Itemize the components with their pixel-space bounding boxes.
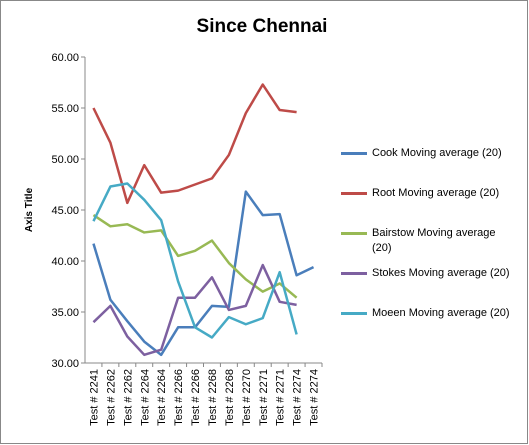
series-line bbox=[92, 182, 298, 339]
series-line bbox=[92, 190, 315, 357]
y-tick-label: 45.00 bbox=[51, 205, 79, 217]
y-tick-label: 55.00 bbox=[51, 103, 79, 115]
legend-label: Cook Moving average (20) bbox=[372, 147, 502, 159]
legend-swatch bbox=[341, 272, 367, 275]
legend-item: Cook Moving average (20) bbox=[341, 146, 511, 161]
x-tick-label: Test # 2264 bbox=[156, 369, 168, 426]
x-tick-label: Test # 2262 bbox=[122, 369, 134, 426]
x-tick-label: Test # 2266 bbox=[190, 369, 202, 426]
y-axis-title: Axis Title bbox=[24, 187, 35, 232]
x-tick-label: Test # 2268 bbox=[224, 369, 236, 426]
y-tick-label: 35.00 bbox=[51, 307, 79, 319]
legend-label: Moeen Moving average (20) bbox=[372, 307, 510, 319]
legend-label: Stokes Moving average (20) bbox=[372, 267, 510, 279]
legend-label: Root Moving average (20) bbox=[372, 187, 500, 199]
x-tick-label: Test # 2270 bbox=[241, 369, 253, 426]
x-tick-label: Test # 2264 bbox=[139, 369, 151, 426]
x-tick-label: Test # 2274 bbox=[309, 369, 321, 426]
x-tick-label: Test # 2271 bbox=[275, 369, 287, 426]
series-line bbox=[92, 214, 298, 299]
x-tick-label: Test # 2268 bbox=[207, 369, 219, 426]
legend-swatch bbox=[341, 232, 367, 235]
x-tick-label: Test # 2274 bbox=[292, 369, 304, 426]
x-tick-label: Test # 2241 bbox=[88, 369, 100, 426]
x-tick-label: Test # 2266 bbox=[173, 369, 185, 426]
y-tick-label: 60.00 bbox=[51, 52, 79, 64]
series-line bbox=[92, 263, 297, 357]
legend-item: Root Moving average (20) bbox=[341, 186, 511, 201]
legend-label: Bairstow Moving average (20) bbox=[372, 227, 496, 254]
y-tick-label: 40.00 bbox=[51, 256, 79, 268]
series-line bbox=[92, 83, 297, 205]
legend-swatch bbox=[341, 192, 367, 195]
legend-swatch bbox=[341, 152, 367, 155]
legend-item: Bairstow Moving average (20) bbox=[341, 226, 511, 256]
y-tick-label: 30.00 bbox=[51, 358, 79, 370]
legend-swatch bbox=[341, 312, 367, 315]
x-tick-label: Test # 2262 bbox=[105, 369, 117, 426]
legend-item: Stokes Moving average (20) bbox=[341, 266, 511, 281]
x-tick-label: Test # 2271 bbox=[258, 369, 270, 426]
y-tick-label: 50.00 bbox=[51, 154, 79, 166]
legend-item: Moeen Moving average (20) bbox=[341, 306, 511, 321]
chart-title: Since Chennai bbox=[197, 16, 328, 37]
